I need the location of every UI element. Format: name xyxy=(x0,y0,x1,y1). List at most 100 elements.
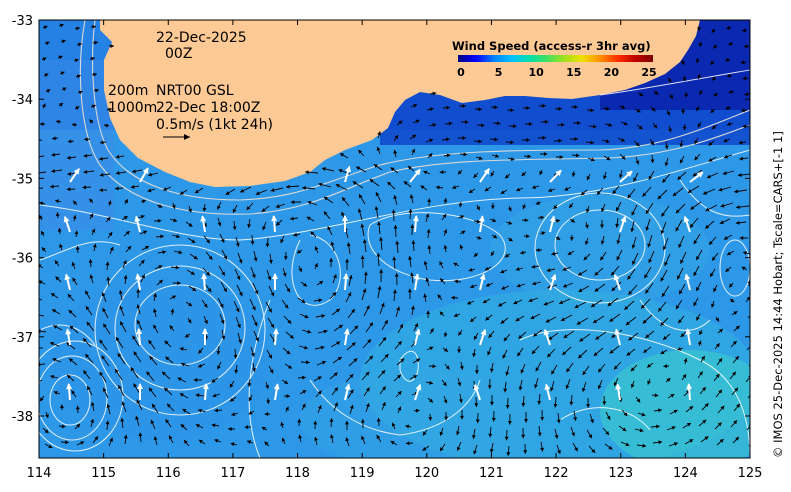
velocity-arrow-head xyxy=(697,340,702,345)
velocity-arrow-head xyxy=(379,269,384,273)
velocity-arrow-head xyxy=(474,403,479,407)
velocity-arrow-head xyxy=(246,205,251,210)
velocity-arrow-head xyxy=(606,156,611,161)
velocity-arrow-head xyxy=(360,223,365,228)
velocity-arrow-head xyxy=(689,406,694,410)
velocity-arrow-head xyxy=(55,119,60,124)
velocity-arrow-head xyxy=(537,400,542,405)
velocity-arrow-head xyxy=(517,352,521,357)
velocity-arrow-head xyxy=(542,103,546,108)
velocity-arrow-head xyxy=(153,293,157,298)
velocity-arrow-head xyxy=(206,239,210,244)
velocity-arrow-head xyxy=(571,432,576,437)
velocity-arrow-head xyxy=(390,441,395,445)
velocity-arrow-head xyxy=(414,323,419,328)
velocity-arrow-head xyxy=(203,222,207,227)
velocity-arrow-head xyxy=(653,124,658,129)
velocity-arrow-head xyxy=(752,407,756,411)
velocity-arrow-head xyxy=(701,355,705,360)
velocity-arrow-head xyxy=(432,123,437,127)
longitude-axis: 114 115 116 117 118 119 120 121 122 123 124 125 xyxy=(27,20,762,481)
velocity-arrow-head xyxy=(608,122,613,127)
velocity-arrow-head xyxy=(661,292,666,297)
velocity-arrow-head xyxy=(478,156,483,160)
velocity-arrow-head xyxy=(153,436,158,441)
velocity-arrow-head xyxy=(600,256,604,261)
velocity-arrow-head xyxy=(144,245,149,250)
velocity-arrow xyxy=(39,379,43,382)
velocity-arrow-head xyxy=(670,394,675,398)
velocity-arrow-head xyxy=(734,189,738,194)
velocity-arrow-head xyxy=(89,213,94,218)
velocity-arrow-head xyxy=(742,124,747,129)
velocity-arrow-head xyxy=(427,198,432,203)
velocity-arrow-head xyxy=(99,140,104,145)
colorbar-tick-label: 20 xyxy=(604,66,620,79)
velocity-arrow-head xyxy=(744,92,749,97)
velocity-arrow-head xyxy=(152,308,157,313)
velocity-arrow-head xyxy=(408,208,413,213)
velocity-arrow-head xyxy=(377,221,381,226)
velocity-arrow-head xyxy=(677,346,682,351)
lat-tick-label: -36 xyxy=(12,252,33,267)
velocity-arrow-head xyxy=(323,329,328,334)
velocity-arrow-head xyxy=(323,196,328,201)
velocity-arrow-head xyxy=(187,319,192,324)
velocity-arrow-head xyxy=(518,334,523,339)
velocity-arrow-head xyxy=(338,324,343,329)
velocity-arrow-head xyxy=(261,208,266,212)
velocity-arrow-head xyxy=(458,331,463,336)
velocity-arrow-head xyxy=(99,371,104,376)
velocity-arrow-head xyxy=(61,39,66,44)
velocity-arrow-head xyxy=(621,105,626,109)
velocity-arrow-head xyxy=(594,287,599,292)
lon-tick-label: 116 xyxy=(156,466,181,481)
velocity-arrow-head xyxy=(83,169,88,174)
velocity-arrow-head xyxy=(531,264,536,269)
velocity-arrow-head xyxy=(667,78,672,83)
drifter-arrow-head xyxy=(135,273,142,280)
velocity-arrow-head xyxy=(115,154,120,159)
velocity-arrow-head xyxy=(34,297,38,301)
velocity-arrow-head xyxy=(393,149,398,154)
velocity-arrow-head xyxy=(314,436,318,441)
arrow-scale-label: 0.5m/s (1kt 24h) xyxy=(156,117,273,133)
velocity-arrow-head xyxy=(302,282,307,287)
velocity-arrow-head xyxy=(500,269,505,274)
velocity-arrow-head xyxy=(237,323,241,328)
velocity-arrow-head xyxy=(317,376,322,381)
velocity-arrow-head xyxy=(727,73,732,78)
velocity-arrow-head xyxy=(54,260,59,265)
velocity-arrow-head xyxy=(349,404,354,409)
velocity-arrow-head xyxy=(508,237,513,242)
velocity-arrow-head xyxy=(167,403,171,408)
velocity-arrow-head xyxy=(530,315,535,320)
velocity-arrow-head xyxy=(394,135,399,140)
velocity-arrow-head xyxy=(365,403,370,408)
drifter-arrow-head xyxy=(483,167,490,175)
velocity-arrow-head xyxy=(143,230,148,235)
velocity-arrow-head xyxy=(639,428,644,433)
velocity-arrow-head xyxy=(52,136,56,141)
velocity-arrow-head xyxy=(506,452,511,456)
velocity-arrow-head xyxy=(102,307,107,312)
velocity-arrow-head xyxy=(435,185,440,190)
velocity-arrow-head xyxy=(515,317,520,322)
velocity-arrow-head xyxy=(69,325,74,330)
velocity-arrow-head xyxy=(735,220,740,225)
velocity-arrow-head xyxy=(679,143,684,147)
velocity-arrow-head xyxy=(264,441,269,446)
colorbar-ticks: 0 5 10 15 20 25 xyxy=(457,66,656,79)
velocity-arrow-head xyxy=(94,40,98,45)
velocity-arrow-head xyxy=(429,138,434,143)
velocity-arrow-head xyxy=(204,319,208,324)
velocity-arrow-head xyxy=(55,276,60,281)
drifter-arrow-head xyxy=(137,383,143,389)
velocity-arrow-head xyxy=(675,227,680,232)
velocity-arrow-head xyxy=(369,322,373,327)
velocity-arrow-head xyxy=(221,271,225,276)
velocity-arrow-head xyxy=(595,335,600,340)
velocity-arrow-head xyxy=(384,354,389,358)
velocity-arrow-head xyxy=(656,424,660,429)
velocity-arrow-head xyxy=(494,137,498,142)
